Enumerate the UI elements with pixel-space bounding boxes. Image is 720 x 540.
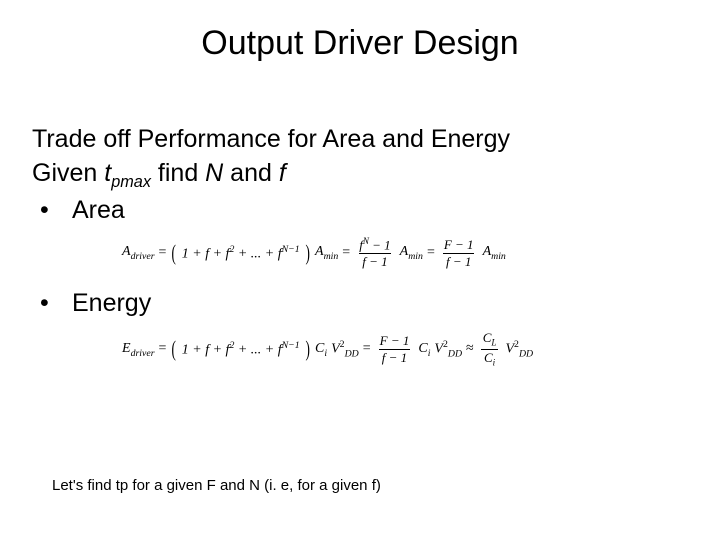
slide-body: Trade off Performance for Area and Energ…	[0, 63, 720, 386]
vdd-sub-2: DD	[448, 349, 462, 360]
vdd-sub-3: DD	[519, 349, 533, 360]
paren-r-1: )	[305, 242, 309, 264]
tradeoff-line: Trade off Performance for Area and Energ…	[32, 123, 688, 157]
amin-1: A	[315, 244, 324, 259]
fn-den: f − 1	[359, 253, 390, 269]
given-mid: find	[151, 159, 205, 187]
amin-sub-2: min	[408, 251, 423, 262]
ci-sub-2: i	[428, 347, 431, 358]
e-driver: E	[122, 341, 131, 356]
e1-den: f − 1	[379, 349, 410, 365]
e-driver-sub: driver	[131, 347, 155, 358]
cl-num-sub: L	[491, 337, 496, 347]
frac-bigf: F − 1 f − 1	[441, 238, 477, 268]
approx: ≈	[466, 341, 474, 357]
vdd-3: V	[505, 342, 514, 357]
ci-den: C	[484, 350, 493, 365]
given-pre: Given	[32, 159, 104, 187]
var-f: f	[279, 159, 286, 187]
ci: C	[315, 341, 324, 356]
bullet-energy: •Energy	[32, 287, 688, 321]
exp-nm1b: N−1	[282, 340, 300, 351]
series-2: 1 + f + f	[182, 343, 230, 358]
slide-title: Output Driver Design	[0, 0, 720, 63]
fn-num-m1: − 1	[369, 238, 391, 253]
bigf-den: f − 1	[443, 253, 474, 269]
equation-area: Adriver = ( 1 + f + f2 + ... + fN−1 ) Am…	[32, 227, 688, 287]
bullet-energy-label: Energy	[72, 289, 151, 317]
vdd-1: V	[331, 342, 340, 357]
series-dots-2: + ... + f	[234, 343, 281, 358]
vdd-2: V	[434, 342, 443, 357]
series-1: 1 + f + f	[182, 247, 230, 262]
exp-nm1: N−1	[282, 244, 300, 255]
amin-2: A	[400, 244, 409, 259]
vdd-sub-1: DD	[345, 349, 359, 360]
amin-sub-1: min	[324, 251, 339, 262]
a-driver: A	[122, 244, 131, 259]
ci-den-sub: i	[493, 358, 496, 368]
ci-2: C	[418, 341, 427, 356]
amin-3: A	[483, 244, 492, 259]
frac-e1: F − 1 f − 1	[377, 334, 413, 364]
var-n: N	[205, 159, 223, 187]
given-and: and	[223, 159, 279, 187]
bullet-marker-2: •	[40, 287, 72, 321]
series-dots: + ... + f	[234, 247, 281, 262]
amin-sub-3: min	[491, 251, 506, 262]
bullet-area-label: Area	[72, 196, 125, 224]
frac-fn: fN − 1 f − 1	[356, 237, 393, 269]
footer-note: Let's find tp for a given F and N (i. e,…	[52, 477, 381, 494]
bullet-area: •Area	[32, 194, 688, 228]
given-line: Given tpmax find N and f	[32, 157, 688, 194]
paren-l-2: (	[172, 338, 176, 360]
paren-r-2: )	[305, 338, 309, 360]
paren-l-1: (	[172, 242, 176, 264]
equation-energy: Edriver = ( 1 + f + f2 + ... + fN−1 ) Ci…	[32, 321, 688, 386]
var-t-sub: pmax	[111, 173, 151, 191]
frac-clci: CL Ci	[480, 331, 500, 368]
bullet-marker: •	[40, 194, 72, 228]
e1-num: F − 1	[377, 334, 413, 349]
ci-sub: i	[324, 347, 327, 358]
bigf-num: F − 1	[441, 238, 477, 253]
a-driver-sub: driver	[131, 251, 155, 262]
